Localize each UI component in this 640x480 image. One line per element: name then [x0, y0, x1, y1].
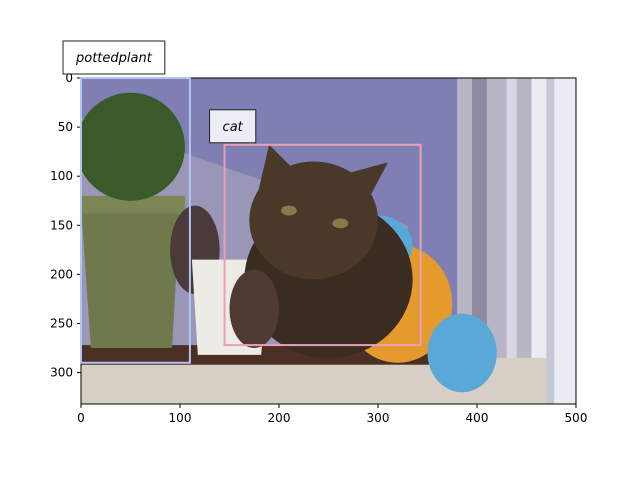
detection-pottedplant: pottedplant [62, 40, 191, 364]
y-tick-label: 50 [58, 120, 73, 134]
y-tick-label: 250 [50, 316, 73, 330]
y-tick-label: 150 [50, 218, 73, 232]
x-tick-label: 500 [565, 411, 588, 425]
x-tick-label: 0 [77, 411, 85, 425]
detection-label-pottedplant: pottedplant [75, 51, 153, 66]
axis-ticks: 0 100 200 300 400 500 0 50 100 150 200 250 300 [50, 71, 587, 425]
photo-plant-pot [81, 205, 180, 349]
photo-cat-ear-left [257, 144, 301, 196]
detection-label-cat: cat [223, 120, 244, 135]
detection-box-pottedplant [80, 77, 191, 364]
detection-box-cat [223, 143, 422, 347]
detection-label-box-pottedplant [62, 40, 166, 75]
x-tick-label: 300 [367, 411, 390, 425]
x-tick-label: 400 [466, 411, 489, 425]
photo [81, 78, 576, 404]
photo-cat-eye-left [280, 205, 297, 216]
y-tick-label: 0 [65, 71, 73, 85]
x-tick-label: 100 [169, 411, 192, 425]
photo-plant-leaves [81, 92, 185, 201]
photo-toy-tail [427, 313, 497, 393]
y-tick-label: 100 [50, 169, 73, 183]
y-tick-label: 200 [50, 267, 73, 281]
photo-window-mullion-2 [506, 78, 517, 404]
photo-cat-head [249, 161, 378, 280]
photo-cat-eye-right [332, 218, 349, 229]
detection-cat: cat [209, 109, 422, 347]
photo-plant-pot-rim [81, 195, 185, 214]
detection-boxes: pottedplant cat [62, 40, 422, 364]
x-tick-label: 200 [268, 411, 291, 425]
detection-label-box-cat [209, 109, 257, 144]
photo-window-mullion-3 [546, 78, 555, 404]
photo-cat-ear-right [336, 162, 388, 204]
y-tick-label: 300 [50, 366, 73, 380]
photo-foreground-leaves [229, 269, 279, 349]
